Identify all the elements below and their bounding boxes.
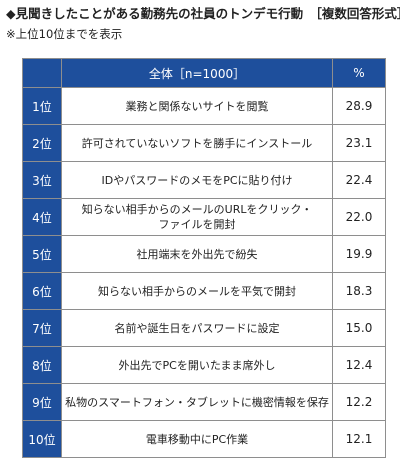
rank-cell: 2位 <box>22 124 62 162</box>
table-row: 5位 社用端末を外出先で紛失 19.9 <box>22 235 386 273</box>
table-body: 1位 業務と関係ないサイトを閲覧 28.9 2位 許可されていないソフトを勝手にインスト… <box>22 87 386 458</box>
item-cell: 私物のスマートフォン・タブレットに機密情報を保存 <box>61 383 333 421</box>
rank-cell: 3位 <box>22 161 62 199</box>
table-row: 4位 知らない相手からのメールのURLをクリック・ ファイルを開封 22.0 <box>22 198 386 236</box>
item-cell: 社用端末を外出先で紛失 <box>61 235 333 273</box>
table-row: 1位 業務と関係ないサイトを閲覧 28.9 <box>22 87 386 125</box>
item-label: 私物のスマートフォン・タブレットに機密情報を保存 <box>65 395 329 409</box>
item-cell: 知らない相手からのメールを平気で開封 <box>61 272 333 310</box>
item-label: 業務と関係ないサイトを閲覧 <box>125 99 269 113</box>
item-cell: 許可されていないソフトを勝手にインストール <box>61 124 333 162</box>
item-header-cell: 全体［n=1000］ <box>61 58 333 88</box>
item-label: IDやパスワードのメモをPCに貼り付け <box>101 173 293 187</box>
percent-header-cell: % <box>332 58 386 88</box>
item-label: 知らない相手からのメールのURLをクリック・ <box>81 203 313 216</box>
rank-cell: 7位 <box>22 309 62 347</box>
chart-title: ◆見聞きしたことがある勤務先の社員のトンデモ行動 ［複数回答形式］ <box>6 6 400 21</box>
chart-note: ※上位10位までを表示 <box>6 27 123 41</box>
rank-cell: 10位 <box>22 420 62 458</box>
table-row: 10位 電車移動中にPC作業 12.1 <box>22 420 386 458</box>
rank-cell: 8位 <box>22 346 62 384</box>
rank-cell: 6位 <box>22 272 62 310</box>
table-row: 8位 外出先でPCを開いたまま席外し 12.4 <box>22 346 386 384</box>
table-row: 9位 私物のスマートフォン・タブレットに機密情報を保存 12.2 <box>22 383 386 421</box>
percent-cell: 12.4 <box>332 346 386 384</box>
table-head: 全体［n=1000］ % <box>22 58 386 88</box>
rank-cell: 9位 <box>22 383 62 421</box>
item-label: 外出先でPCを開いたまま席外し <box>118 358 276 372</box>
rank-cell: 1位 <box>22 87 62 125</box>
percent-cell: 22.0 <box>332 198 386 236</box>
item-cell: 外出先でPCを開いたまま席外し <box>61 346 333 384</box>
item-label: 知らない相手からのメールを平気で開封 <box>98 284 296 298</box>
item-cell: IDやパスワードのメモをPCに貼り付け <box>61 161 333 199</box>
item-label: 名前や誕生日をパスワードに設定 <box>114 321 280 335</box>
percent-cell: 12.1 <box>332 420 386 458</box>
table-row: 2位 許可されていないソフトを勝手にインストール 23.1 <box>22 124 386 162</box>
percent-cell: 19.9 <box>332 235 386 273</box>
percent-cell: 22.4 <box>332 161 386 199</box>
rank-cell: 4位 <box>22 198 62 236</box>
item-label: ファイルを開封 <box>158 218 236 231</box>
item-cell: 業務と関係ないサイトを閲覧 <box>61 87 333 125</box>
item-cell: 電車移動中にPC作業 <box>61 420 333 458</box>
item-label: 許可されていないソフトを勝手にインストール <box>81 136 313 150</box>
rank-cell: 5位 <box>22 235 62 273</box>
item-cell: 知らない相手からのメールのURLをクリック・ ファイルを開封 <box>61 198 333 236</box>
table-header-row: 全体［n=1000］ % <box>22 58 386 88</box>
table-row: 7位 名前や誕生日をパスワードに設定 15.0 <box>22 309 386 347</box>
item-label: 電車移動中にPC作業 <box>145 432 249 446</box>
item-label: 社用端末を外出先で紛失 <box>136 247 258 261</box>
ranking-table: 全体［n=1000］ % 1位 業務と関係ないサイトを閲覧 28.9 2位 許可されてい… <box>22 58 386 458</box>
table-row: 6位 知らない相手からのメールを平気で開封 18.3 <box>22 272 386 310</box>
table-row: 3位 IDやパスワードのメモをPCに貼り付け 22.4 <box>22 161 386 199</box>
percent-cell: 18.3 <box>332 272 386 310</box>
percent-cell: 15.0 <box>332 309 386 347</box>
percent-cell: 23.1 <box>332 124 386 162</box>
percent-cell: 28.9 <box>332 87 386 125</box>
chart-header: ◆見聞きしたことがある勤務先の社員のトンデモ行動 ［複数回答形式］ ※上位10位… <box>6 6 400 42</box>
item-cell: 名前や誕生日をパスワードに設定 <box>61 309 333 347</box>
percent-cell: 12.2 <box>332 383 386 421</box>
rank-header-cell <box>22 58 62 88</box>
